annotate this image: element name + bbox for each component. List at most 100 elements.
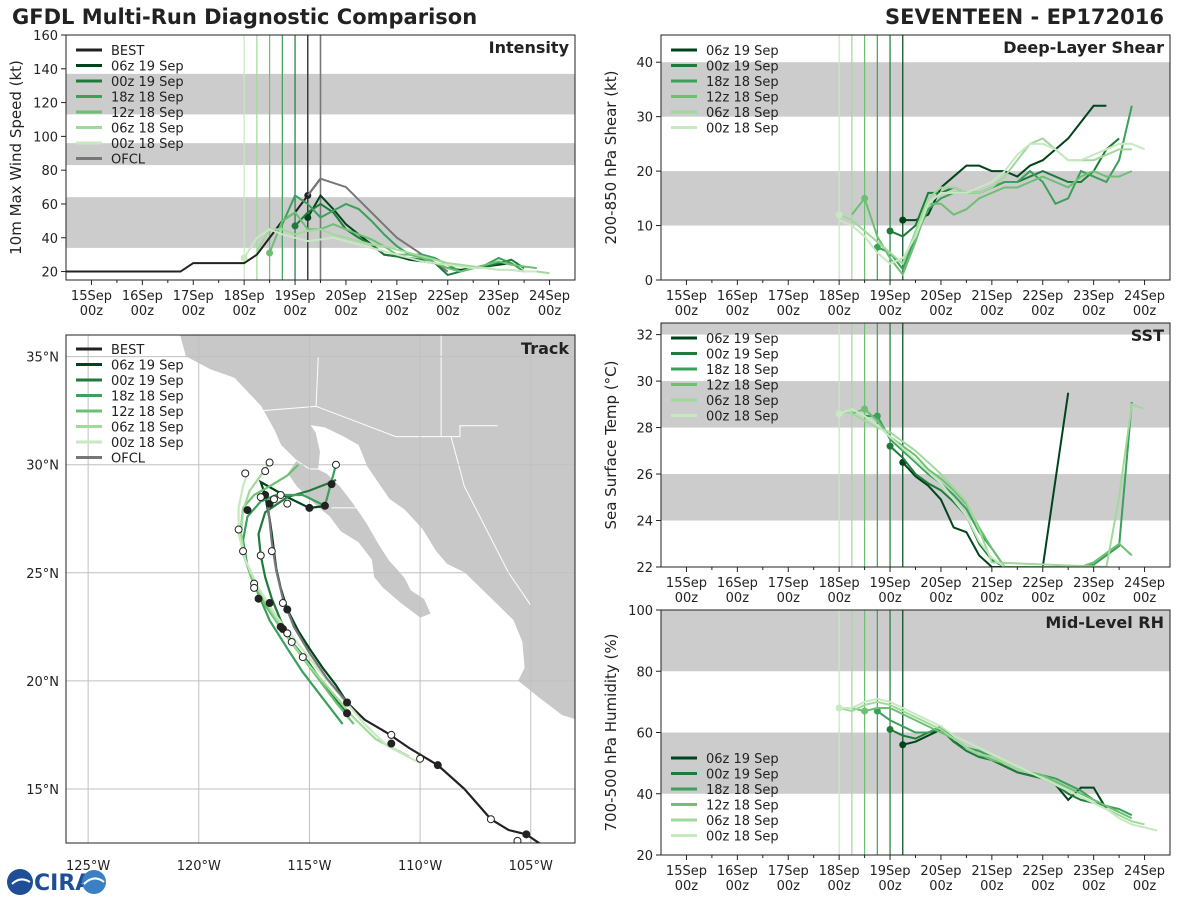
x-tick-label: 20Sep <box>920 289 961 304</box>
landmass-baja <box>286 459 432 619</box>
y-tick-label: 140 <box>33 63 58 78</box>
track-point-06z-19-sep <box>283 499 292 508</box>
lat-tick-label: 35°N <box>26 351 59 366</box>
y-tick-label: 120 <box>33 97 58 112</box>
x-tick-label: 00z <box>675 591 699 606</box>
x-tick-label: 23Sep <box>1073 289 1114 304</box>
x-tick-label: 16Sep <box>717 576 758 591</box>
legend-entry: 06z 18 Sep <box>706 394 779 409</box>
y-tick-label: 0 <box>645 274 653 289</box>
legend-entry: 00z 19 Sep <box>706 348 779 363</box>
x-tick-label: 16Sep <box>122 289 163 304</box>
legend-entry: 06z 19 Sep <box>706 752 779 767</box>
legend-entry: 18z 18 Sep <box>706 75 779 90</box>
track-point-12z-18-sep <box>239 547 248 556</box>
track-point-18z-18-sep <box>331 460 340 469</box>
y-tick-label: 28 <box>636 422 653 437</box>
y-tick-label: 30 <box>636 111 653 126</box>
x-tick-label: 00z <box>436 304 460 319</box>
legend-entry: 12z 18 Sep <box>706 799 779 814</box>
legend-entry: 12z 18 Sep <box>706 379 779 394</box>
track-point-06z-19-sep <box>267 547 276 556</box>
legend-entry: OFCL <box>111 153 146 168</box>
legend-entry: 00z 19 Sep <box>111 75 184 90</box>
x-tick-label: 19Sep <box>275 289 316 304</box>
legend-entry: 12z 18 Sep <box>111 405 184 420</box>
track-point-00z-19-sep <box>327 480 336 489</box>
x-tick-label: 15Sep <box>666 576 707 591</box>
x-tick-label: 23Sep <box>1073 864 1114 879</box>
series-group <box>66 177 550 277</box>
x-tick-label: 20Sep <box>920 864 961 879</box>
track-point-06z-19-sep <box>343 698 352 707</box>
x-tick-label: 00z <box>1031 591 1055 606</box>
x-tick-label: 15Sep <box>666 864 707 879</box>
x-tick-label: 16Sep <box>717 289 758 304</box>
y-tick-label: 10 <box>636 220 653 235</box>
x-tick-label: 17Sep <box>768 576 809 591</box>
track-point-12z-18-sep <box>387 739 396 748</box>
panel-title: Deep-Layer Shear <box>1003 38 1164 57</box>
x-tick-label: 22Sep <box>1022 864 1063 879</box>
track-point-06z-19-sep <box>283 605 292 614</box>
shaded-band <box>661 171 1170 226</box>
x-tick-label: 00z <box>1082 879 1106 894</box>
x-tick-label: 00z <box>232 304 256 319</box>
legend-entry: 00z 18 Sep <box>706 410 779 425</box>
series-group <box>835 104 1145 277</box>
panel-intensity: 2040608010012014016015Sep00z16Sep00z17Se… <box>7 29 576 319</box>
y-tick-label: 24 <box>636 515 653 530</box>
legend-entry: 12z 18 Sep <box>706 91 779 106</box>
series-dot-06z-19-sep <box>304 213 312 221</box>
shaded-band <box>661 381 1170 428</box>
figure-title-right: SEVENTEEN - EP172016 <box>885 5 1164 29</box>
state-border <box>262 405 498 438</box>
x-tick-label: 00z <box>726 591 750 606</box>
track-line-00z-19-sep <box>257 478 348 715</box>
x-tick-label: 00z <box>1133 879 1157 894</box>
panel-sst: 22242628303215Sep00z16Sep00z17Sep00z18Se… <box>602 322 1171 606</box>
track-point-00z-19-sep <box>343 709 352 718</box>
legend-entry: 18z 18 Sep <box>706 783 779 798</box>
panel-rh: 2040608010015Sep00z16Sep00z17Sep00z18Sep… <box>602 604 1171 894</box>
x-tick-label: 00z <box>777 591 801 606</box>
legend-entry: 06z 19 Sep <box>111 60 184 75</box>
x-tick-label: 19Sep <box>870 864 911 879</box>
legend-entry: 06z 19 Sep <box>706 332 779 347</box>
x-tick-label: 19Sep <box>870 576 911 591</box>
y-tick-label: 26 <box>636 468 653 483</box>
series-dot-00z-18-sep <box>835 704 843 712</box>
y-tick-label: 60 <box>636 727 653 742</box>
shaded-band <box>661 323 1170 335</box>
x-tick-label: 18Sep <box>819 289 860 304</box>
series-line-00z-18-sep <box>243 228 537 273</box>
track-line-00z-18-sep <box>237 472 421 764</box>
track-line-best <box>346 701 541 843</box>
cira-logo: CIRA <box>4 866 108 898</box>
legend-entry: 12z 18 Sep <box>111 106 184 121</box>
series-line-06z-18-sep <box>838 402 1145 567</box>
series-group <box>835 392 1145 567</box>
legend-entry: 06z 19 Sep <box>111 359 184 374</box>
x-tick-label: 00z <box>827 879 851 894</box>
x-tick-label: 00z <box>80 304 104 319</box>
x-tick-label: 21Sep <box>971 864 1012 879</box>
track-point-06z-18-sep <box>416 754 425 763</box>
x-tick-label: 21Sep <box>971 576 1012 591</box>
track-point-06z-18-sep <box>250 583 259 592</box>
y-tick-label: 20 <box>636 849 653 864</box>
x-tick-label: 23Sep <box>1073 576 1114 591</box>
track-point-best <box>513 836 522 843</box>
series-dot-00z-19-sep <box>886 227 894 235</box>
track-point-ofcl <box>278 599 287 608</box>
x-tick-label: 21Sep <box>376 289 417 304</box>
x-tick-label: 20Sep <box>325 289 366 304</box>
x-tick-label: 18Sep <box>819 576 860 591</box>
x-tick-label: 00z <box>1031 304 1055 319</box>
series-group <box>835 697 1158 832</box>
y-axis-label: 10m Max Wind Speed (kt) <box>7 60 25 255</box>
legend-entry: 00z 18 Sep <box>706 830 779 845</box>
x-tick-label: 00z <box>385 304 409 319</box>
state-border <box>315 356 319 407</box>
